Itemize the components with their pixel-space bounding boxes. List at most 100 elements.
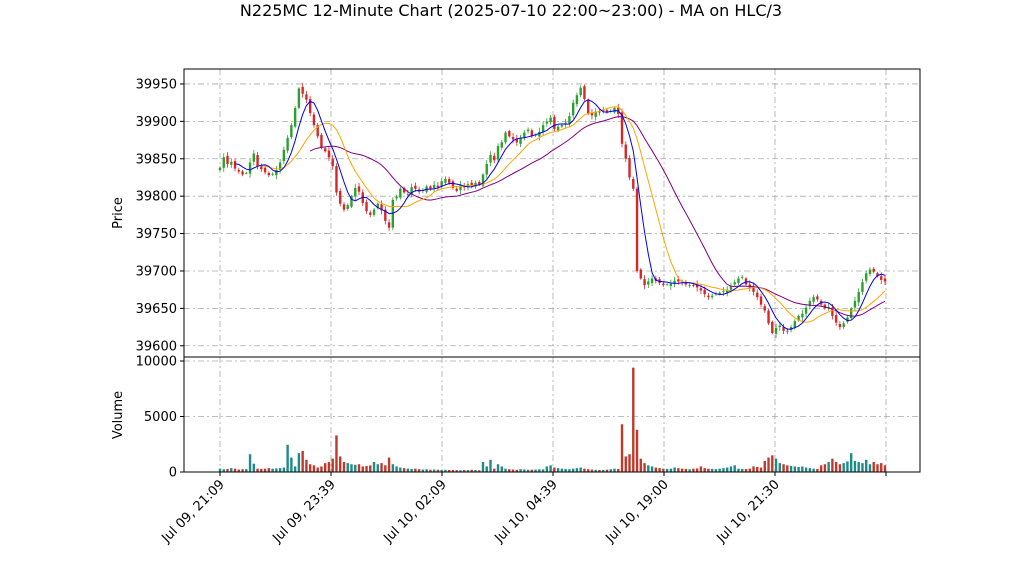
candle-body [586,99,590,114]
volume-bar [865,459,868,472]
candle-body [339,190,342,204]
candle-body [282,149,286,162]
volume-bar [718,468,721,472]
candle-body [399,188,402,198]
volume-bar [541,469,545,472]
candle-body [650,278,654,283]
candle-body [801,313,804,318]
candle-body [699,288,703,291]
volume-bar [357,464,361,472]
volume-bar [782,464,785,472]
candle-body [635,188,639,271]
volume-bar [481,462,485,472]
price-tick-label: 39950 [136,77,177,92]
volume-tick-label: 5000 [144,410,177,425]
volume-bar [530,469,534,472]
candle-body [726,289,729,293]
x-axis-ticks: Jul 09, 21:09 Jul 09, 23:39 Jul 10, 02:09 J… [158,472,887,547]
volume-bar [252,463,256,472]
candle-body [308,98,312,114]
volume-bar [714,469,718,472]
candle-body [222,157,225,168]
volume-bar [613,468,616,472]
candle-body [590,113,594,116]
volume-panel-frame [183,356,921,473]
candle-body [553,116,556,129]
volume-bar [834,462,838,472]
volume-bar [763,460,766,472]
volume-bar [256,468,259,472]
candle-body [729,285,733,290]
candle-body [707,295,710,298]
volume-bar [872,462,875,472]
volume-bar [553,467,556,472]
volume-bar [500,466,503,472]
candle-body [568,116,571,124]
volume-bar [583,468,586,472]
candle-body [260,166,263,170]
candle-body [545,121,549,124]
price-tick-label: 39650 [136,302,177,317]
volume-bar [635,429,639,472]
volume-bar [617,468,620,472]
volume-bar [451,469,455,472]
candle-body [598,111,601,113]
volume-bar [432,469,436,472]
volume-bar [241,469,244,472]
volume-bar [804,467,808,472]
candle-body [474,182,477,187]
volume-bar [387,457,391,472]
candle-body [241,171,244,175]
ma-long-line [309,116,886,317]
candle-body [838,324,842,328]
volume-bar [301,450,304,472]
volume-bar [564,468,567,472]
volume-bar [493,468,496,472]
volume-bar [654,467,658,472]
volume-bar [339,456,342,472]
candle-body [575,95,579,105]
volume-bar [278,468,282,472]
candle-body [665,284,669,286]
candle-body [771,321,774,334]
candle-body [703,289,706,295]
candle-body [865,273,868,281]
candle-body [827,306,830,308]
volume-bar [545,466,549,472]
candle-body [372,209,376,215]
candle-body [556,126,560,131]
moving-average-lines [234,99,886,330]
volume-bar [384,465,387,472]
volume-bar [365,465,368,472]
candle-body [293,107,297,127]
candle-body [271,173,274,175]
volume-bar [312,465,316,472]
candle-body [369,212,372,215]
volume-bar [729,466,733,472]
candle-body [662,283,665,286]
candle-body [248,162,252,174]
volume-bar [801,466,804,472]
candle-body [692,285,695,286]
candle-body [233,161,237,169]
volume-bar [797,467,800,472]
candle-body [508,131,511,137]
candle-body [504,132,507,143]
volume-bar [699,466,703,472]
volume-bar [260,468,263,472]
candle-body [357,186,361,192]
candle-body [564,122,567,124]
volume-bar [245,469,248,472]
volume-bar [470,469,473,472]
volume-bar [827,462,830,472]
volume-bar [707,468,710,472]
volume-bar [590,469,594,472]
volume-bar [812,468,815,472]
candle-body [639,269,642,279]
price-candles [218,82,887,338]
candle-body [218,167,222,170]
candle-body [797,315,800,321]
candle-body [365,202,368,212]
volume-bar [323,463,327,472]
volume-bar [376,464,379,472]
